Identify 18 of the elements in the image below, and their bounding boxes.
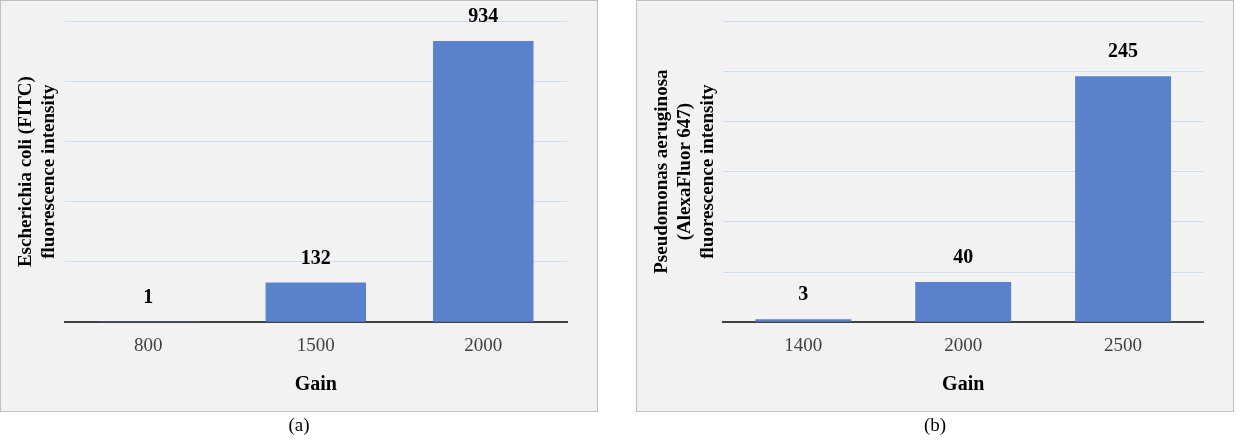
text: (b)	[922, 414, 948, 436]
x-tick-label: 2000	[464, 333, 503, 355]
data-label: 245	[1108, 39, 1139, 62]
text: (a)	[287, 414, 311, 436]
x-axis-title: Gain	[294, 372, 337, 395]
y-axis-title: Pseudomonas aeruginosa (AlexaFluor 647) fluorescence intensity	[650, 68, 717, 274]
data-label: 3	[798, 282, 809, 305]
data-label: 1	[143, 285, 154, 308]
x-tick-label: 1500	[296, 333, 335, 355]
data-label: 934	[468, 4, 499, 27]
x-tick-label: 2000	[944, 333, 983, 355]
data-label: 40	[953, 245, 974, 268]
x-axis-title: Gain	[942, 372, 985, 395]
y-axis-title: Escherichia coli (FITC) fluorescence intensity	[14, 76, 59, 268]
x-tick-label: 1400	[784, 333, 823, 355]
x-tick-label: 2500	[1104, 333, 1143, 355]
data-label: 132	[300, 245, 331, 268]
x-tick-label: 800	[134, 333, 163, 355]
